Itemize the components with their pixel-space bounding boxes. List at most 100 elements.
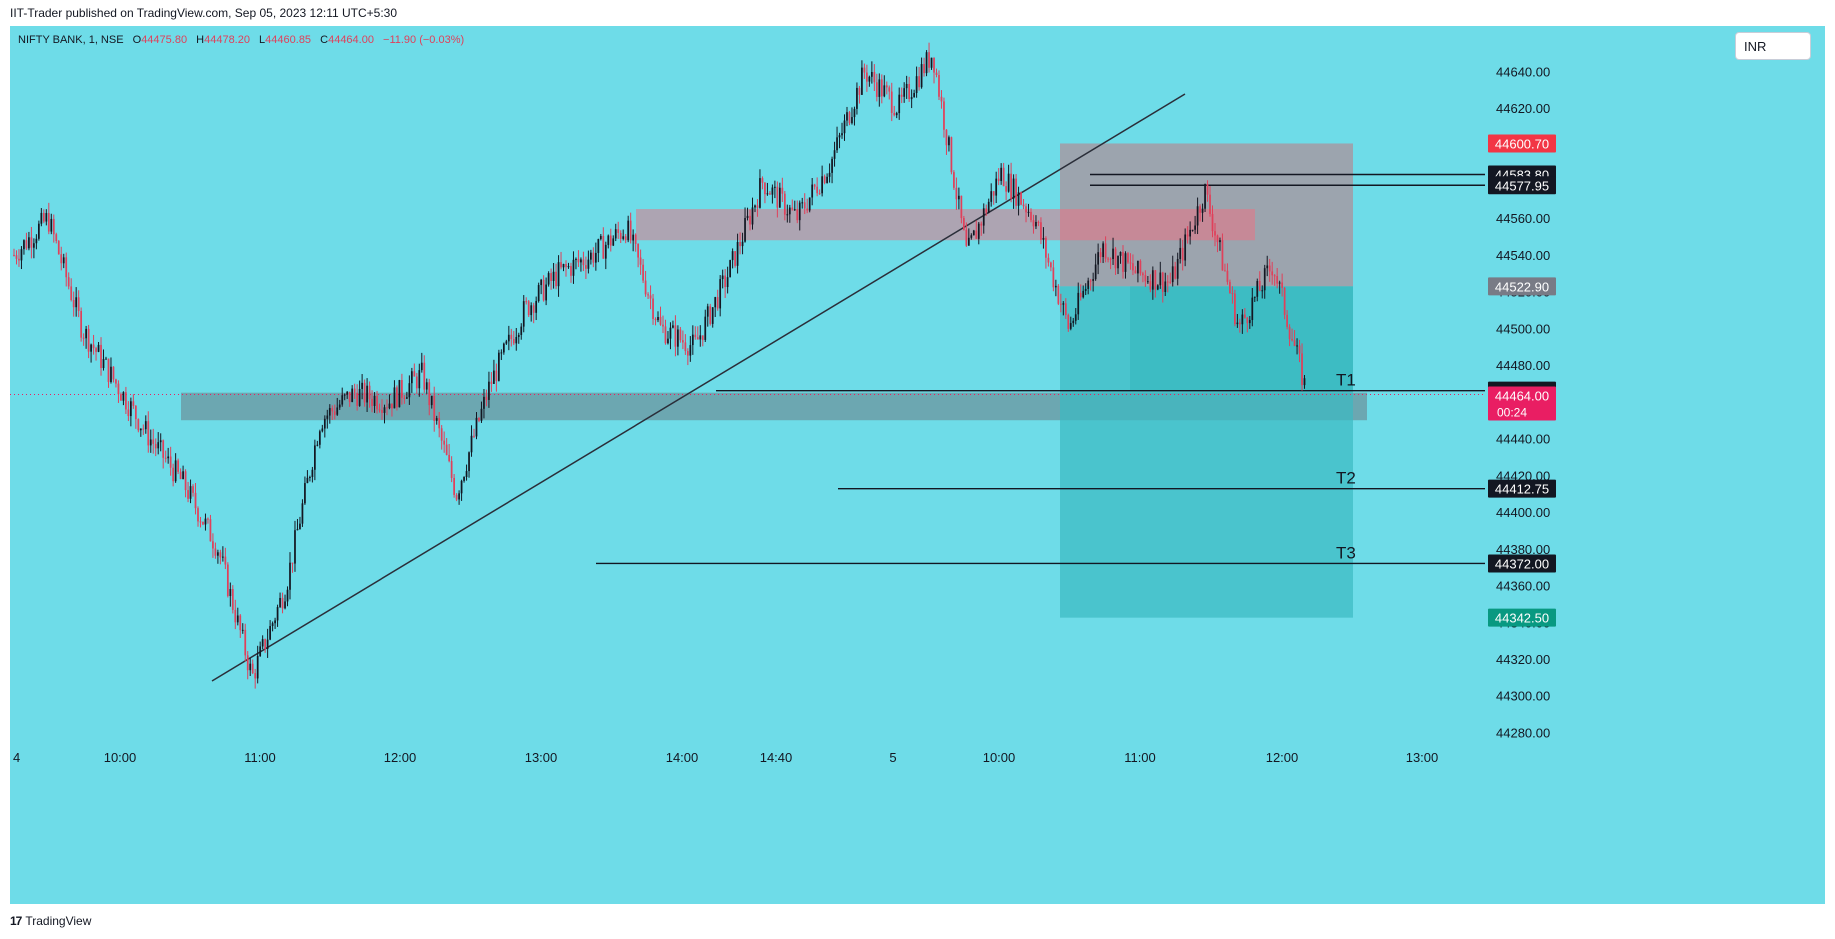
candle-body [435,418,438,421]
candle-body [575,258,577,260]
candle-body [1276,276,1279,284]
candle-body [856,87,858,109]
candle-body [552,271,555,281]
candle-body [950,137,953,173]
candle-body [226,564,229,597]
x-tick-label: 4 [13,750,20,765]
candle-body [132,401,135,406]
candle-body [776,186,779,208]
candle-body [1010,173,1012,199]
candle-body [493,370,495,384]
candle-body [898,94,901,114]
candle-body [386,407,388,409]
candle-body [120,394,122,401]
candle-body [274,620,276,624]
zone-position-target [1060,286,1353,618]
candle-body [1069,323,1072,329]
candle-body [943,101,945,130]
y-tick-label: 44360.00 [1496,579,1550,594]
candle-body [990,191,993,202]
candle-body [192,486,194,493]
candle-body [353,388,356,393]
candle-body [323,418,326,429]
candle-body [900,94,903,97]
candle-body [1219,240,1221,243]
candle-body [453,477,455,495]
candle-body [662,324,664,327]
price-chart[interactable]: T1T2T344280.0044300.0044320.0044340.0044… [10,26,1825,904]
candle-body [873,72,876,83]
candle-body [480,408,483,421]
candle-body [77,297,80,312]
chart-pane[interactable]: T1T2T344280.0044300.0044320.0044340.0044… [10,26,1825,904]
candle-body [1149,281,1152,290]
candle-body [406,397,408,399]
candle-body [304,483,306,504]
candle-body [766,193,769,195]
candle-body [532,305,535,313]
currency-button[interactable]: INR [1735,32,1811,60]
candle-body [115,379,117,384]
candle-body [1258,280,1261,291]
candle-body [945,129,948,146]
candle-body [401,380,403,398]
candle-body [187,490,189,499]
candle-body [289,562,291,590]
candle-body [880,79,883,97]
candle-body [823,176,826,183]
x-tick-label: 10:00 [104,750,137,765]
candle-body [473,435,475,437]
candle-body [1099,252,1102,257]
candle-body [314,445,316,470]
candle-body [1012,178,1015,199]
candle-body [1253,296,1256,298]
candle-body [244,629,247,656]
candle-body [567,266,570,268]
candle-body [955,187,958,200]
candle-body [52,218,55,235]
candle-body [659,317,662,325]
candle-body [803,202,806,209]
candle-body [1122,252,1124,272]
candle-body [47,213,50,232]
candle-body [1288,326,1291,339]
candle-body [445,444,448,455]
candle-body [125,392,127,410]
candle-body [1196,206,1199,226]
candle-body [1015,178,1017,206]
candle-body [214,548,217,556]
candle-body [796,209,799,221]
candle-body [1238,322,1241,325]
candle-body [535,301,538,313]
candle-body [783,193,786,215]
target-label-t2: T2 [1336,469,1356,488]
candle-body [1045,237,1047,258]
candle-body [1074,314,1077,321]
candle-body [540,279,543,286]
candle-body [624,236,627,241]
candle-body [1156,285,1159,290]
candle-body [938,75,940,97]
candle-body [1054,285,1057,288]
candle-body [691,334,694,346]
candle-body [363,382,366,403]
candle-body [57,240,60,255]
tradingview-logo: 17 TradingView [10,914,91,928]
candle-body [199,521,202,523]
candle-body [801,202,804,204]
candle-body [512,339,515,344]
candle-body [652,298,654,319]
candle-body [463,476,465,481]
candle-body [530,305,533,316]
candle-body [1291,338,1293,341]
candle-body [667,338,669,344]
candle-body [309,477,311,479]
candle-body [410,371,413,384]
candle-body [331,408,334,412]
candle-body [271,623,274,627]
candle-body [1127,253,1129,263]
candle-body [500,352,503,354]
candle-body [65,257,68,278]
candle-body [1144,275,1147,282]
candle-body [269,626,271,640]
